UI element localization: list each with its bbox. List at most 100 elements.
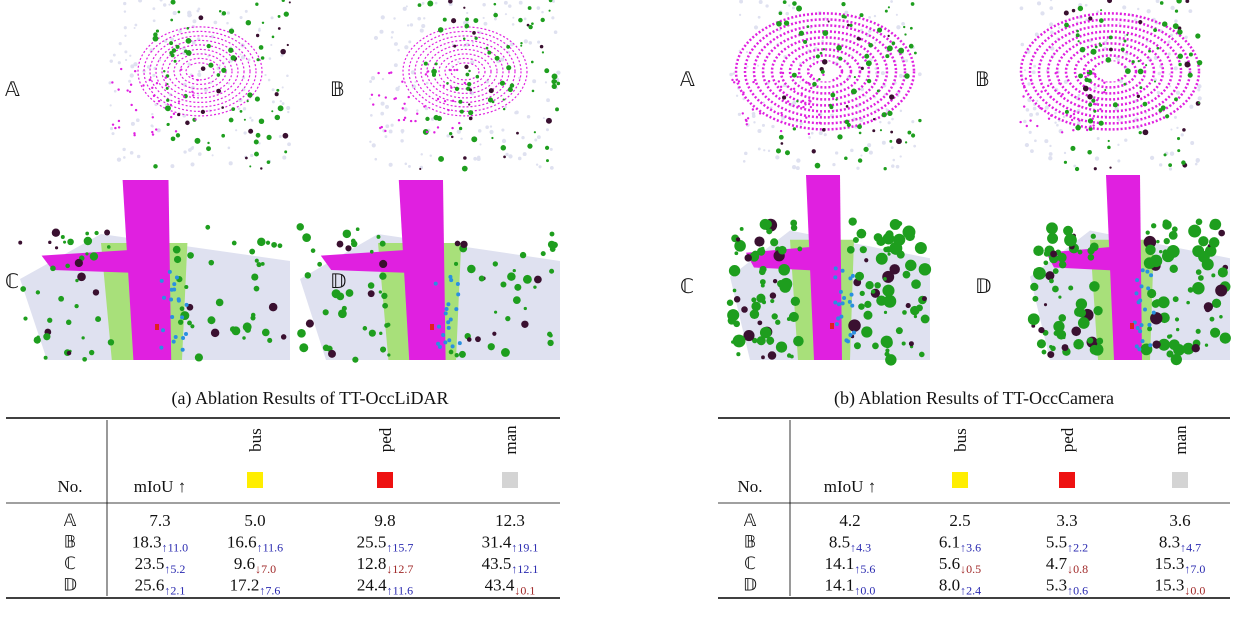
point (1186, 300, 1190, 305)
point (526, 115, 531, 119)
point-cloud-scene (18, 180, 290, 362)
point (485, 79, 490, 84)
point (1198, 101, 1201, 104)
point (1197, 96, 1202, 101)
point (751, 297, 757, 303)
point (1109, 47, 1113, 52)
point (153, 164, 158, 169)
point (152, 73, 156, 77)
point (1109, 166, 1112, 169)
point (1138, 19, 1143, 25)
point (370, 93, 374, 96)
road (41, 248, 155, 274)
point (1171, 226, 1178, 233)
point (170, 164, 175, 169)
point (883, 277, 887, 281)
point-cloud-scene (108, 0, 291, 170)
point (1077, 249, 1083, 255)
point (1194, 162, 1198, 166)
point (162, 295, 167, 300)
point (196, 9, 200, 13)
ring (137, 26, 263, 117)
point (166, 98, 170, 102)
point (810, 73, 813, 77)
point (1180, 133, 1184, 137)
point (1058, 314, 1067, 322)
point (1174, 97, 1178, 102)
point (881, 112, 887, 118)
point (402, 6, 407, 11)
point (251, 273, 259, 281)
point (163, 39, 168, 43)
point (250, 315, 256, 321)
point (453, 44, 457, 48)
point (170, 136, 176, 142)
point (1166, 245, 1180, 258)
point (1151, 300, 1160, 308)
ring (1055, 36, 1165, 107)
point (822, 30, 829, 36)
point (489, 125, 493, 128)
point (1172, 23, 1179, 30)
point (762, 101, 765, 104)
point (874, 41, 877, 44)
point (1174, 317, 1180, 322)
point (164, 84, 168, 87)
point (372, 103, 375, 106)
point (456, 129, 461, 134)
ring (432, 48, 498, 95)
point (546, 159, 549, 163)
point (381, 292, 388, 300)
point (379, 29, 384, 34)
point (268, 302, 278, 312)
point (778, 263, 790, 276)
point (1093, 86, 1097, 90)
point (911, 133, 916, 138)
caption: (b) Ablation Results of TT-OccCamera (834, 388, 1114, 409)
point (1043, 303, 1048, 307)
point (771, 124, 775, 129)
point (847, 299, 852, 304)
point (402, 118, 406, 122)
cell: 16.6↑11.6 (227, 533, 283, 555)
point (1087, 94, 1093, 100)
point (752, 80, 755, 84)
point (463, 81, 467, 85)
point (751, 114, 756, 118)
point (1019, 120, 1022, 124)
point (518, 17, 523, 23)
point (873, 14, 877, 18)
point (191, 74, 194, 78)
point (745, 119, 748, 123)
point (466, 21, 470, 24)
point (848, 217, 857, 226)
point (1029, 112, 1034, 117)
point (446, 81, 449, 85)
point (380, 101, 385, 106)
point (1033, 245, 1044, 257)
point (744, 151, 748, 156)
point (475, 336, 481, 343)
cell-delta: ↑12.1 (511, 562, 538, 576)
point (759, 279, 766, 285)
cell-delta: ↑5.2 (164, 562, 185, 576)
point (192, 94, 195, 97)
point (1152, 340, 1161, 349)
point (864, 95, 867, 98)
point (1085, 128, 1089, 132)
point (544, 81, 548, 84)
point (191, 90, 194, 93)
point (1075, 298, 1088, 310)
point (786, 100, 790, 103)
point (907, 130, 912, 135)
cell: 3.3 (1056, 511, 1077, 530)
point (785, 11, 789, 16)
point (170, 0, 176, 5)
point (1063, 10, 1069, 16)
point (1096, 10, 1100, 14)
point (500, 281, 507, 288)
point (338, 309, 347, 319)
point (1190, 141, 1195, 145)
point (795, 166, 800, 171)
point (246, 100, 249, 103)
